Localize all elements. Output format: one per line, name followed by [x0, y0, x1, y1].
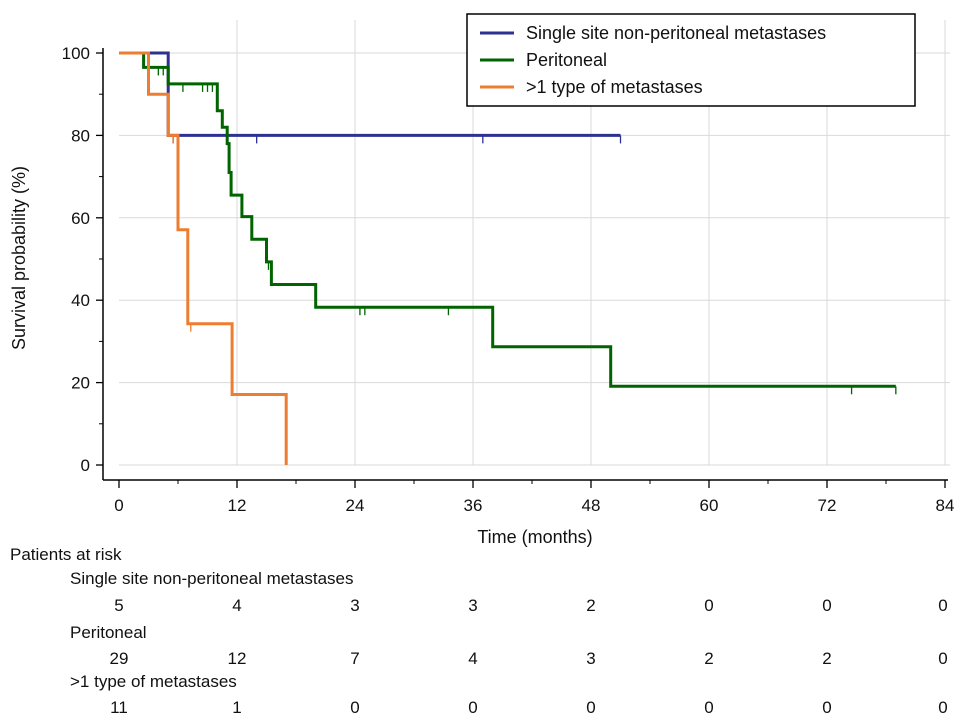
- axes: 0 12 24 36 48 60 72 84 0 20 40 60 80 100: [62, 44, 955, 515]
- legend: Single site non-peritoneal metastases Per…: [466, 13, 916, 107]
- risk-count: 3: [586, 649, 596, 668]
- x-tick-label: 12: [228, 496, 247, 515]
- risk-count: 0: [938, 649, 948, 668]
- risk-group-label: Single site non-peritoneal metastases: [70, 569, 354, 588]
- y-tick-label: 100: [62, 44, 90, 63]
- x-axis-label: Time (months): [477, 527, 592, 547]
- risk-count: 0: [468, 698, 478, 717]
- risk-count: 2: [586, 596, 596, 615]
- series-line-2: [119, 51, 288, 465]
- x-tick-label: 72: [818, 496, 837, 515]
- risk-count: 4: [468, 649, 478, 668]
- risk-count: 0: [704, 596, 714, 615]
- legend-label-0: Single site non-peritoneal metastases: [526, 23, 826, 43]
- risk-count: 3: [350, 596, 360, 615]
- risk-count: 3: [468, 596, 478, 615]
- risk-count: 0: [938, 698, 948, 717]
- x-tick-label: 84: [936, 496, 955, 515]
- risk-count: 2: [704, 649, 714, 668]
- risk-table-title: Patients at risk: [10, 545, 122, 564]
- risk-count: 2: [822, 649, 832, 668]
- risk-count: 0: [822, 596, 832, 615]
- y-tick-label: 40: [71, 291, 90, 310]
- legend-label-2: >1 type of metastases: [526, 77, 703, 97]
- legend-box: [466, 13, 916, 107]
- series-line-1: [119, 51, 896, 388]
- risk-group-label: Peritoneal: [70, 623, 147, 642]
- x-tick-label: 24: [346, 496, 365, 515]
- risk-count: 11: [110, 698, 128, 717]
- x-tick-label: 36: [464, 496, 483, 515]
- risk-count: 1: [232, 698, 242, 717]
- risk-count: 0: [704, 698, 714, 717]
- risk-count: 0: [350, 698, 360, 717]
- risk-count: 29: [109, 649, 129, 668]
- risk-count: 0: [586, 698, 596, 717]
- risk-count: 12: [227, 649, 247, 668]
- x-tick-label: 48: [582, 496, 601, 515]
- risk-count: 7: [350, 649, 360, 668]
- series-layer: [119, 51, 897, 465]
- y-tick-label: 60: [71, 209, 90, 228]
- x-tick-label: 60: [700, 496, 719, 515]
- risk-count: 4: [232, 596, 242, 615]
- risk-group-label: >1 type of metastases: [70, 672, 237, 691]
- risk-count: 5: [114, 596, 124, 615]
- legend-label-1: Peritoneal: [526, 50, 607, 70]
- y-tick-label: 80: [71, 126, 90, 145]
- y-tick-label: 20: [71, 374, 90, 393]
- y-tick-label: 0: [81, 456, 90, 475]
- y-axis-label: Survival probability (%): [9, 166, 29, 350]
- risk-count: 0: [938, 596, 948, 615]
- x-tick-label: 0: [114, 496, 123, 515]
- risk-count: 0: [822, 698, 832, 717]
